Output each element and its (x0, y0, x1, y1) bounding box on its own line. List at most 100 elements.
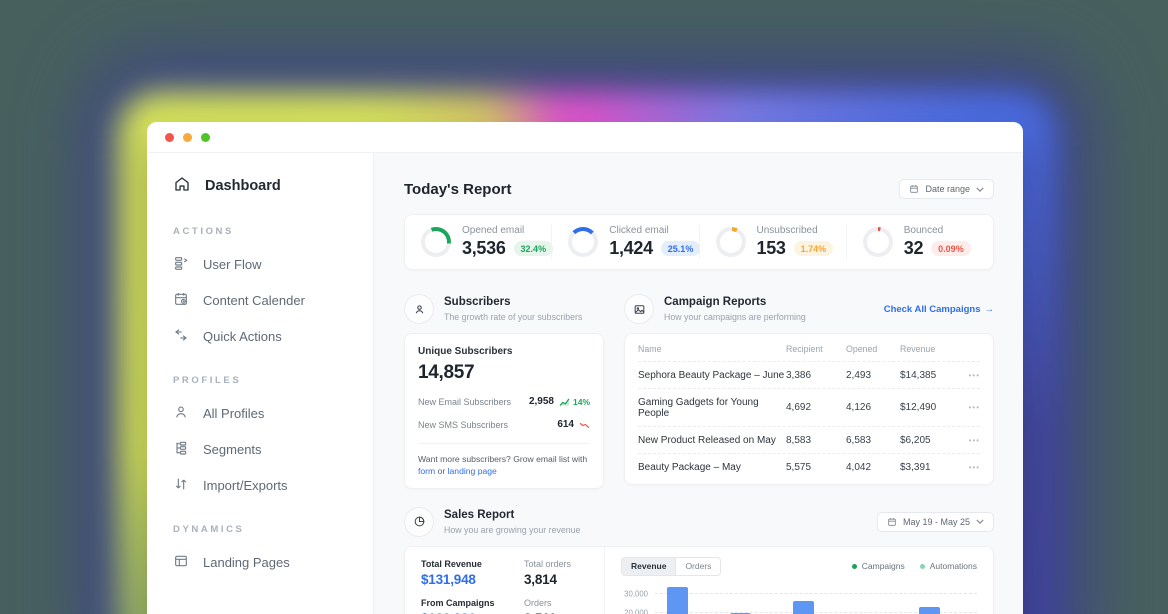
y-tick-label: 30,000 (624, 589, 648, 599)
sidebar-item-label: Content Calender (203, 292, 305, 308)
column-name: Name (638, 344, 662, 354)
stat-label: Opened email (462, 225, 525, 236)
campaign-name: Sephora Beauty Package – June (638, 369, 785, 381)
campaign-reports-icon (624, 294, 654, 324)
campaign-recipient: 4,692 (786, 402, 812, 413)
bar-group (918, 607, 965, 614)
table-row[interactable]: New Product Released on May 8,583 6,583 … (638, 426, 980, 453)
chevron-down-icon (976, 186, 984, 192)
landing-page-link[interactable]: landing page (447, 466, 497, 477)
summary-total: Total Revenue Total orders $131,948 3,814 (421, 559, 588, 587)
summary-campaigns: From Campaigns Orders $123,3863,511 (421, 598, 588, 614)
legend-campaigns[interactable]: Campaigns (851, 561, 905, 571)
row-label: New Email Subscribers (418, 396, 512, 407)
sidebar-item-content-calender[interactable]: Content Calender (173, 288, 373, 312)
bounced-donut-icon (862, 227, 893, 257)
trend-up-icon: 14% (559, 397, 590, 407)
zoom-window-button[interactable] (201, 132, 210, 142)
toggle-option[interactable]: Orders (675, 557, 721, 575)
row-menu-icon[interactable]: ••• (968, 370, 980, 380)
sidebar-section-dynamics: DYNAMICS (173, 524, 245, 535)
stat-opened-email: Opened email 3,536 32.4% (405, 225, 554, 259)
row-menu-icon[interactable]: ••• (968, 403, 980, 412)
legend-label: Automations (929, 561, 977, 572)
sidebar-item-label: All Profiles (203, 405, 265, 421)
bar-campaigns[interactable] (918, 607, 940, 614)
campaign-name: New Product Released on May (638, 434, 776, 446)
campaign-reports-subtitle: How your campaigns are performing (664, 311, 806, 322)
main-content: Today's Report Date range Opened email 3… (374, 153, 1023, 614)
sidebar-item-quick-actions[interactable]: Quick Actions (173, 324, 373, 348)
sales-report-card: Total Revenue Total orders $131,948 3,814 … (404, 545, 994, 614)
close-window-button[interactable] (165, 132, 174, 142)
subscribers-title: Subscribers (444, 296, 511, 309)
sidebar-item-all-profiles[interactable]: All Profiles (173, 401, 373, 425)
row-menu-icon[interactable]: ••• (968, 462, 980, 472)
subscribers-footer: Want more subscribers? Grow email list w… (418, 443, 590, 478)
sales-date-range-dropdown[interactable]: May 19 - May 25 (876, 511, 994, 532)
calendar-icon (887, 517, 897, 527)
row-value: 2,958 (528, 396, 554, 407)
form-link[interactable]: form (418, 466, 436, 477)
sidebar-item-user-flow[interactable]: User Flow (173, 252, 373, 276)
sidebar-item-landing-pages[interactable]: Landing Pages (173, 550, 373, 574)
toggle-option[interactable]: Revenue (622, 557, 676, 575)
link-label: Check All Campaigns (883, 303, 981, 315)
trend-percent: 14% (572, 396, 590, 407)
stat-label: Unsubscribed (756, 225, 818, 236)
campaigns-orders-value: 3,511 (524, 611, 588, 614)
check-all-campaigns-link[interactable]: Check All Campaigns → (884, 304, 994, 315)
total-orders-value: 3,814 (524, 571, 557, 587)
page-title: Today's Report (404, 180, 512, 198)
campaign-recipient: 8,583 (786, 434, 812, 446)
minimize-window-button[interactable] (183, 132, 192, 142)
subscribers-subtitle: The growth rate of your subscribers (444, 311, 583, 322)
summary-label: Orders (524, 597, 552, 608)
table-row[interactable]: Beauty Package – May 5,575 4,042 $3,391 … (638, 453, 980, 480)
sidebar-item-import-exports[interactable]: Import/Exports (173, 473, 373, 497)
bar-campaigns[interactable] (667, 586, 689, 614)
stat-value: 153 (756, 238, 786, 258)
footer-text: Want more subscribers? Grow email list w… (418, 454, 588, 464)
campaign-recipient: 5,575 (786, 461, 812, 473)
campaign-revenue: $6,205 (900, 434, 931, 446)
landing-page-icon (173, 553, 189, 572)
campaign-table-header: Name Recipient Opened Revenue (638, 336, 980, 361)
sidebar-item-dashboard[interactable]: Dashboard (173, 173, 373, 199)
summary-label: From Campaigns (421, 597, 495, 608)
unique-subscribers-value: 14,857 (418, 362, 475, 383)
sidebar-item-label: User Flow (203, 256, 262, 272)
sidebar-item-label: Segments (203, 441, 262, 457)
campaign-reports-card: Name Recipient Opened Revenue Sephora Be… (624, 333, 994, 485)
chart-legend: Campaigns Automations (851, 561, 977, 572)
unsubscribed-donut-icon (715, 227, 746, 257)
footer-text: or (435, 466, 448, 477)
bar-campaigns[interactable] (792, 601, 814, 614)
user-flow-icon (173, 255, 189, 274)
home-icon (173, 175, 191, 197)
clicked-email-donut-icon (568, 227, 599, 257)
row-menu-icon[interactable]: ••• (968, 435, 980, 445)
unique-subscribers-label: Unique Subscribers (418, 346, 513, 357)
sidebar: Dashboard ACTIONS User Flow Content Cale… (147, 153, 374, 614)
subscribers-card: Unique Subscribers 14,857 New Email Subs… (404, 333, 604, 489)
column-revenue: Revenue (900, 344, 936, 354)
chart-plot (655, 586, 977, 614)
date-range-dropdown[interactable]: Date range (899, 179, 994, 199)
stat-unsubscribed: Unsubscribed 153 1.74% (698, 225, 846, 259)
stat-badge: 32.4% (513, 241, 554, 256)
stat-value: 3,536 (462, 238, 506, 258)
campaign-revenue: $12,490 (900, 402, 937, 413)
sidebar-item-segments[interactable]: Segments (173, 437, 373, 461)
table-row[interactable]: Sephora Beauty Package – June 3,386 2,49… (638, 361, 980, 388)
sales-report-icon (404, 506, 434, 537)
app-window: Dashboard ACTIONS User Flow Content Cale… (147, 122, 1023, 614)
campaign-opened: 6,583 (846, 434, 872, 446)
campaign-revenue: $14,385 (900, 369, 937, 381)
table-row[interactable]: Gaming Gadgets for Young People 4,692 4,… (638, 388, 980, 426)
subscribers-section: Subscribers The growth rate of your subs… (404, 294, 604, 489)
stat-value: 1,424 (609, 238, 653, 258)
row-value: 614 (557, 419, 574, 430)
legend-automations[interactable]: Automations (919, 561, 977, 572)
